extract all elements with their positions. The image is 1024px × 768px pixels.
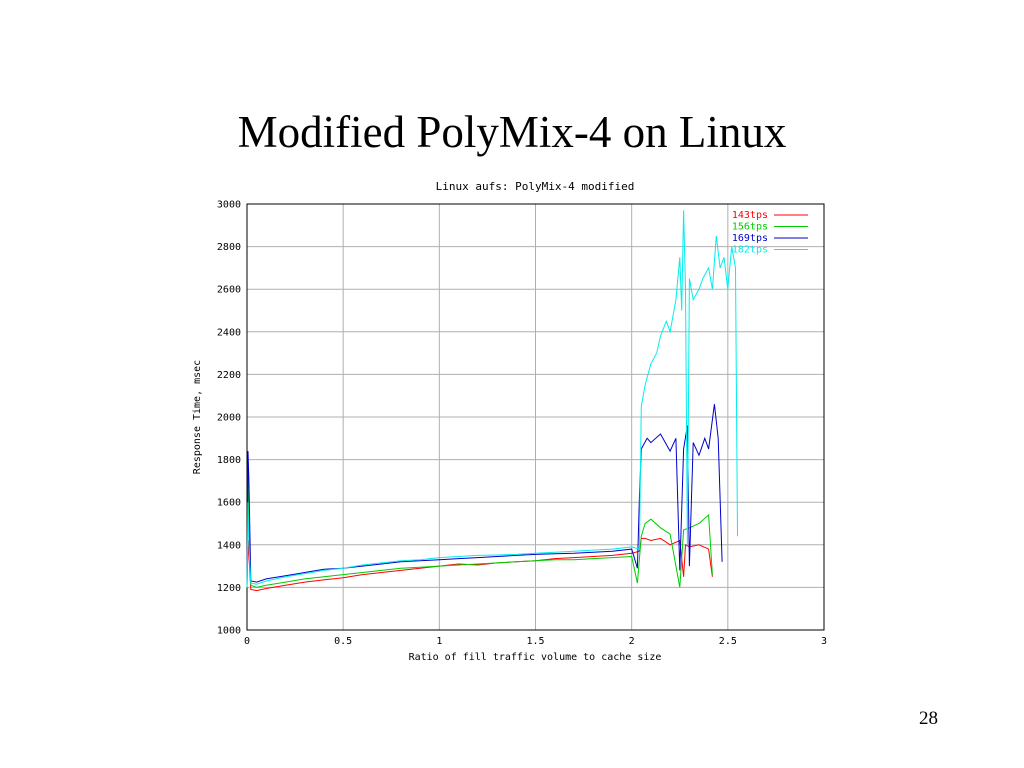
y-tick-label: 2000: [217, 413, 241, 424]
plot-area-frame: [246, 203, 825, 631]
series-line-156tps: [246, 459, 713, 588]
legend-label-156tps: 156tps: [732, 222, 768, 233]
y-tick-label: 1000: [217, 626, 241, 637]
x-tick-label: 3: [821, 636, 827, 647]
y-tick-label: 1600: [217, 498, 241, 509]
x-tick-label: 0: [244, 636, 250, 647]
y-tick-label: 1200: [217, 583, 241, 594]
y-tick-label: 3000: [217, 200, 241, 211]
x-tick-label: 0.5: [334, 636, 352, 647]
x-tick-label: 2: [629, 636, 635, 647]
y-tick-label: 1800: [217, 455, 241, 466]
legend-label-169tps: 169tps: [732, 233, 768, 244]
series-line-169tps: [246, 404, 723, 588]
chart-title: Linux aufs: PolyMix-4 modified: [436, 180, 635, 193]
series-line-143tps: [246, 537, 713, 592]
page-number: 28: [919, 708, 938, 729]
y-tick-label: 2800: [217, 242, 241, 253]
y-tick-label: 2200: [217, 370, 241, 381]
line-chart: Linux aufs: PolyMix-4 modified 0 0.5 1 1.5 2…: [192, 180, 827, 663]
grid: [246, 203, 825, 631]
legend-label-182tps: 182tps: [732, 245, 768, 256]
y-tick-label: 2400: [217, 327, 241, 338]
slide-title: Modified PolyMix-4 on Linux: [237, 107, 787, 157]
y-axis: 1000 1200 1400 1600 1800 2000 2200 2400 2600 2800…: [217, 200, 241, 637]
series-lines: [246, 210, 738, 592]
x-axis: 0 0.5 1 1.5 2 2.5 3: [244, 636, 827, 647]
legend-label-143tps: 143tps: [732, 210, 768, 221]
x-tick-label: 2.5: [719, 636, 737, 647]
y-axis-label: Response Time, msec: [192, 360, 203, 474]
x-tick-label: 1.5: [526, 636, 544, 647]
x-tick-label: 1: [436, 636, 442, 647]
series-line-182tps: [246, 210, 738, 588]
x-axis-label: Ratio of fill traffic volume to cache si…: [409, 652, 662, 663]
y-tick-label: 1400: [217, 540, 241, 551]
y-tick-label: 2600: [217, 285, 241, 296]
